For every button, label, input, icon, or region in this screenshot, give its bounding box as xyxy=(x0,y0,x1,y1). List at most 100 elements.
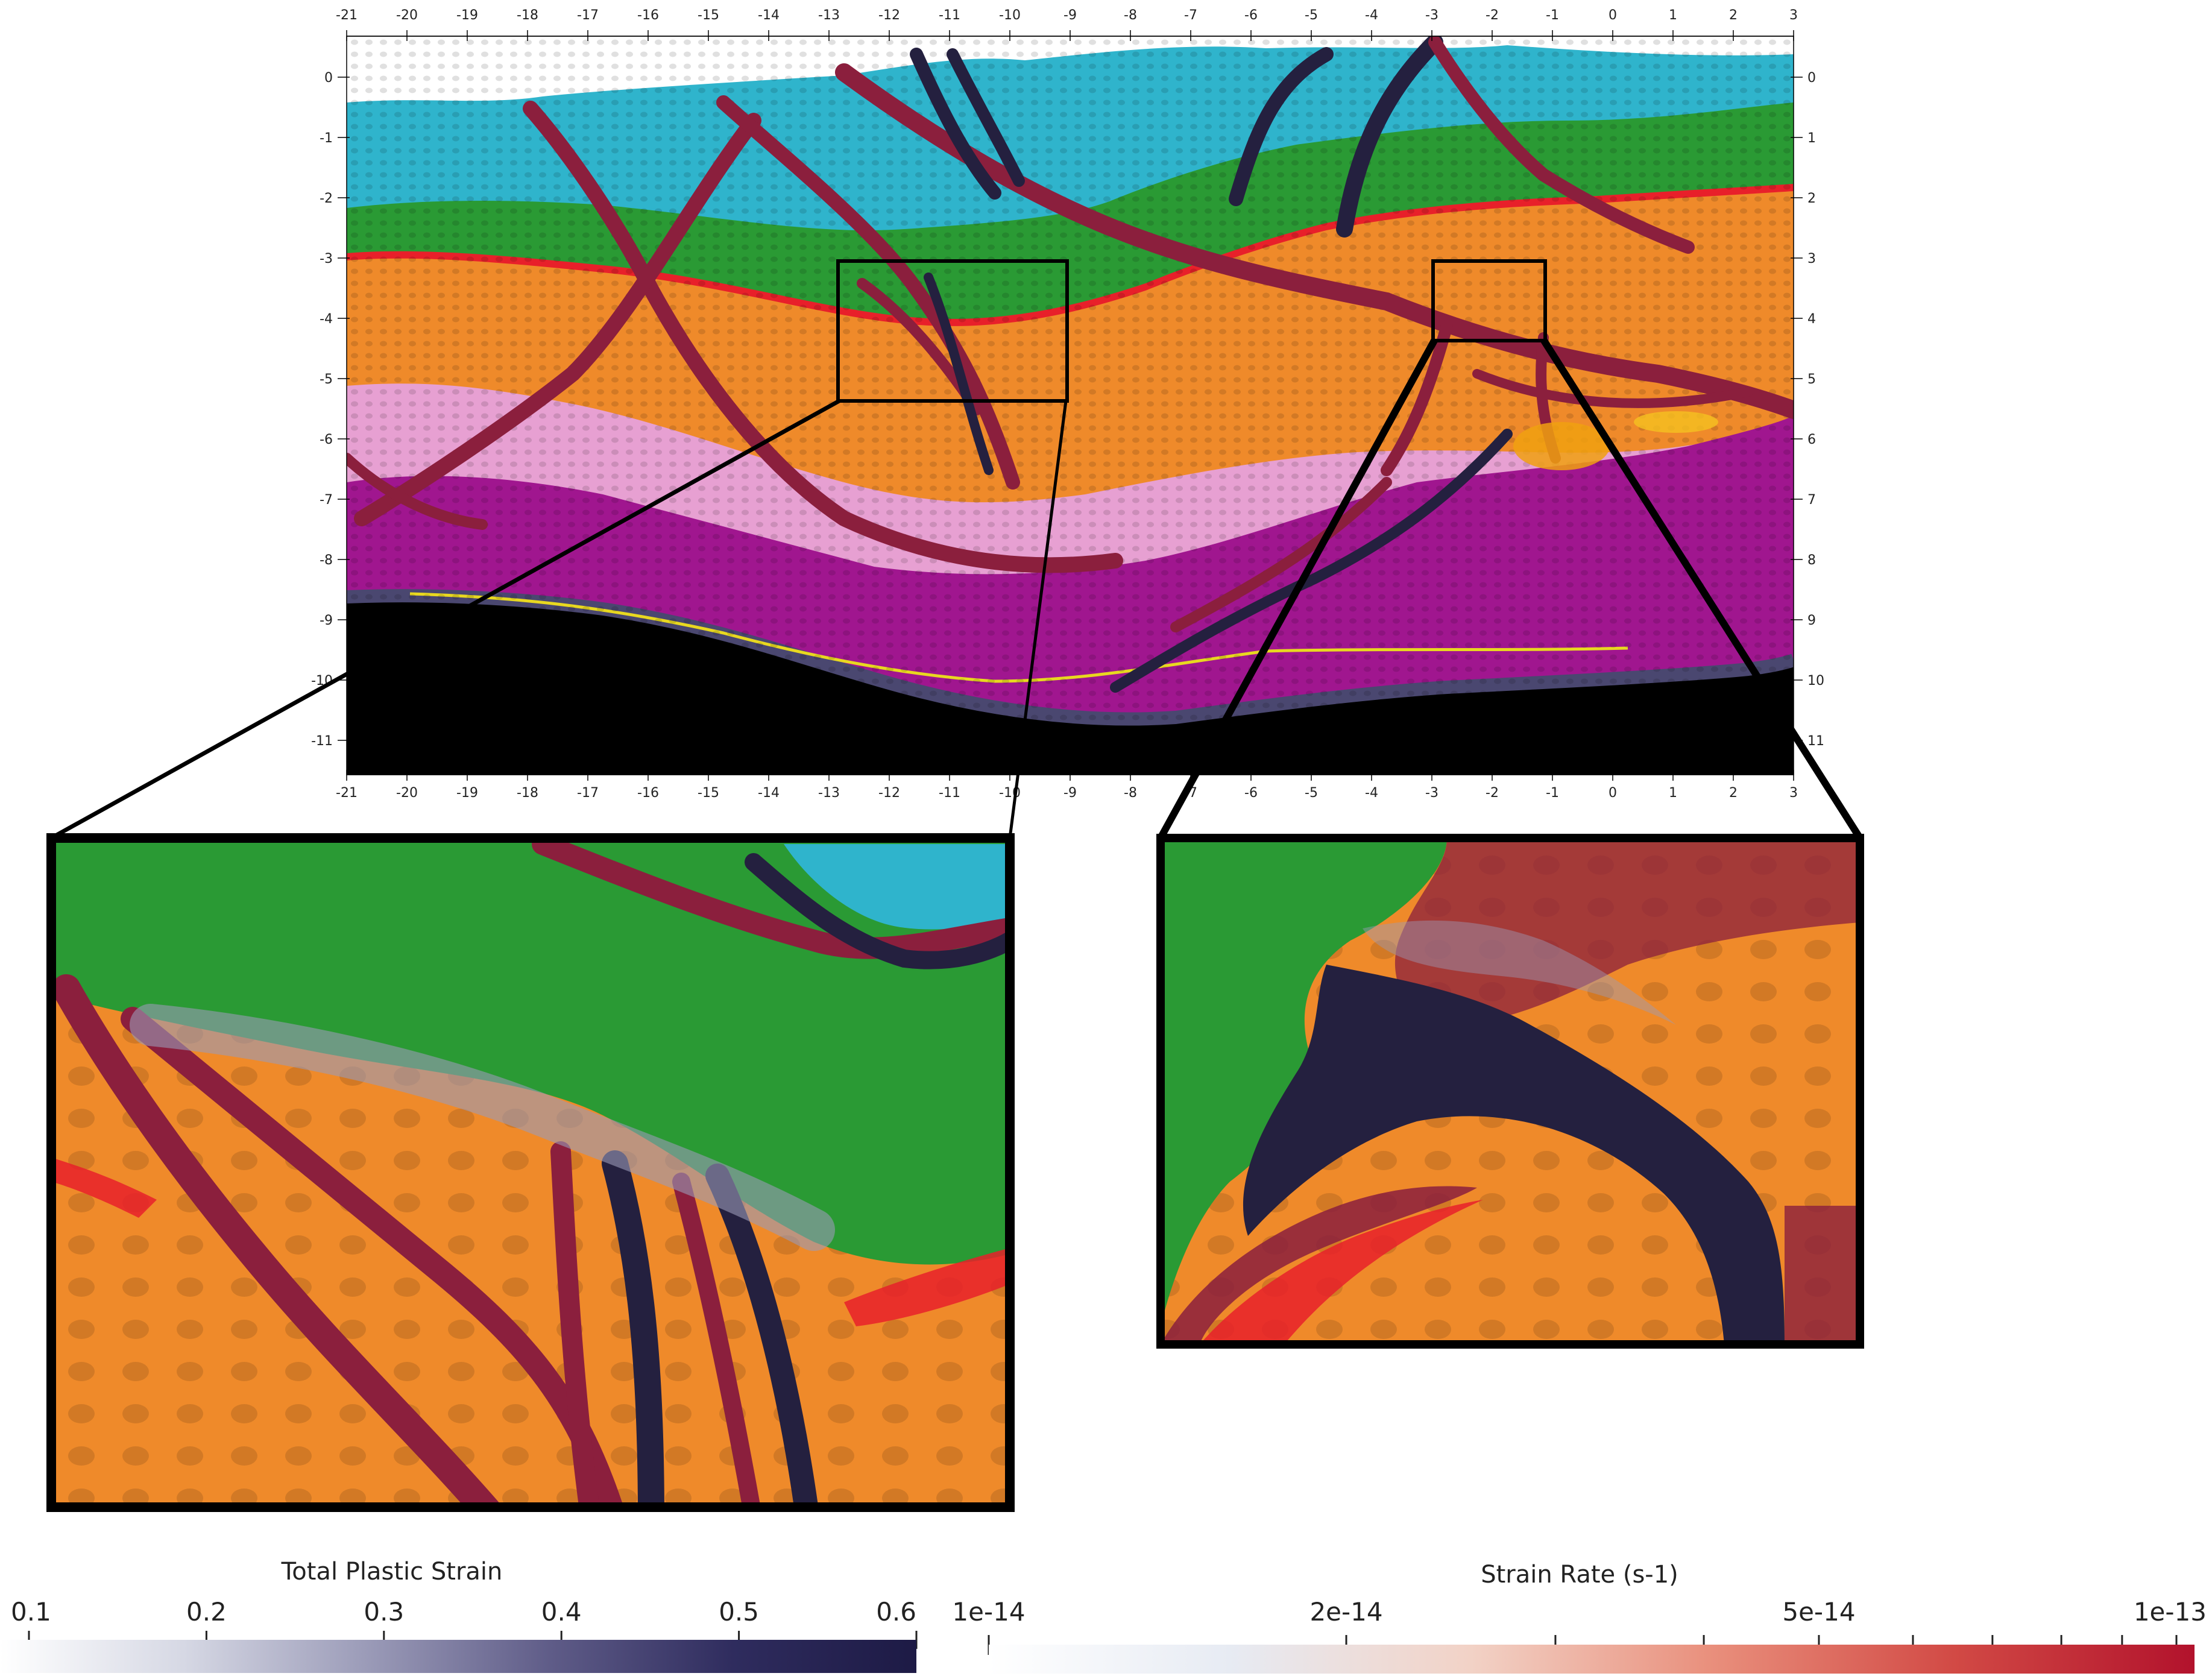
x-tick-label-top: -9 xyxy=(1063,8,1077,23)
x-tick-label-bottom: -3 xyxy=(1425,786,1438,801)
x-tick-label-bottom: -8 xyxy=(1124,786,1137,801)
y-tick-label-right: 3 xyxy=(1807,251,1816,266)
x-tick-label-bottom: 0 xyxy=(1609,786,1617,801)
y-tick-label-left: -4 xyxy=(320,312,333,327)
colorbar-plastic-strain-title: Total Plastic Strain xyxy=(281,1558,503,1586)
y-tick-label-left: -11 xyxy=(311,734,333,749)
colorbar-strain-rate-label: 1e-14 xyxy=(952,1597,1025,1627)
y-tick-label-right: 6 xyxy=(1807,432,1816,447)
x-tick-label-bottom: 3 xyxy=(1789,786,1798,801)
x-tick-label-top: -5 xyxy=(1305,8,1318,23)
x-tick-label-top: -20 xyxy=(396,8,418,23)
x-tick-label-top: -4 xyxy=(1365,8,1378,23)
y-tick-label-right: 11 xyxy=(1807,734,1824,749)
colorbar-strain-rate: Strain Rate (s-1) 1e-14 2e-14 5e-14 1e-13 xyxy=(952,1561,2207,1674)
y-tick-label-left: -6 xyxy=(320,432,333,447)
x-tick-label-top: 1 xyxy=(1669,8,1677,23)
x-tick-label-top: -8 xyxy=(1124,8,1137,23)
x-tick-label-top: -3 xyxy=(1425,8,1438,23)
zoom-connectors xyxy=(50,338,1864,840)
y-tick-label-left: -8 xyxy=(320,553,333,568)
x-tick-label-top: -16 xyxy=(637,8,659,23)
y-tick-label-left: -9 xyxy=(320,613,333,628)
x-tick-label-top: 3 xyxy=(1789,8,1798,23)
y-tick-label-right: 8 xyxy=(1807,553,1816,568)
y-tick-label-right: 4 xyxy=(1807,312,1816,327)
zoom-panel-right xyxy=(1156,834,1864,1349)
zoom-panel-left xyxy=(46,833,1015,1512)
inset-box-left xyxy=(836,259,1069,403)
x-tick-label-bottom: 1 xyxy=(1669,786,1677,801)
inset-box-right xyxy=(1431,259,1547,342)
x-tick-label-bottom: -17 xyxy=(577,786,599,801)
y-tick-label-left: -5 xyxy=(320,372,333,387)
y-tick-label-right: 10 xyxy=(1807,673,1824,688)
x-tick-label-bottom: -16 xyxy=(637,786,659,801)
x-tick-label-top: -18 xyxy=(517,8,538,23)
x-tick-label-bottom: -18 xyxy=(517,786,538,801)
x-axis-top: -21 -20 -19 -18 -17 -16 -15 -14 -13 -12 -11 -10 -9 -8… xyxy=(336,8,1798,41)
y-tick-label-left: -2 xyxy=(320,191,333,206)
x-tick-label-top: -15 xyxy=(698,8,719,23)
colorbar-plastic-strain: Total Plastic Strain 0.1 0.2 0.3 0.4 0.5 0.6 xyxy=(0,1558,918,1673)
x-tick-label-bottom: -4 xyxy=(1365,786,1378,801)
colorbar-plastic-strain-label: 0.2 xyxy=(186,1597,227,1627)
colorbar-plastic-strain-label: 0.4 xyxy=(541,1597,582,1627)
x-tick-label-bottom: -5 xyxy=(1305,786,1318,801)
x-tick-label-bottom: -15 xyxy=(698,786,719,801)
y-tick-label-left: -1 xyxy=(320,131,333,146)
x-tick-label-top: -12 xyxy=(878,8,900,23)
colorbar-plastic-strain-gradient xyxy=(0,1640,916,1673)
x-axis-bottom: -21 -20 -19 -18 -17 -16 -15 -14 -13 -12 -11 -10 -9 -8… xyxy=(336,770,1798,801)
y-tick-label-right: 0 xyxy=(1807,71,1816,86)
x-tick-label-top: 2 xyxy=(1729,8,1738,23)
y-tick-label-right: 9 xyxy=(1807,613,1816,628)
x-tick-label-top: 0 xyxy=(1609,8,1617,23)
x-tick-label-top: -6 xyxy=(1244,8,1258,23)
colorbar-strain-rate-label: 2e-14 xyxy=(1309,1597,1382,1627)
y-tick-label-left: -7 xyxy=(320,493,333,508)
x-tick-label-bottom: -2 xyxy=(1486,786,1499,801)
cross-section xyxy=(346,36,1794,775)
x-tick-label-bottom: -9 xyxy=(1063,786,1077,801)
x-tick-label-top: -7 xyxy=(1184,8,1197,23)
y-tick-label-right: 1 xyxy=(1807,131,1816,146)
x-tick-label-bottom: -11 xyxy=(939,786,960,801)
x-tick-label-top: -10 xyxy=(999,8,1021,23)
x-tick-label-top: -13 xyxy=(818,8,840,23)
colorbar-strain-rate-label: 1e-13 xyxy=(2134,1597,2207,1627)
colorbar-strain-rate-title: Strain Rate (s-1) xyxy=(1481,1561,1678,1589)
colorbar-plastic-strain-label: 0.1 xyxy=(11,1597,51,1627)
x-tick-label-bottom: -14 xyxy=(758,786,780,801)
x-tick-label-top: -14 xyxy=(758,8,780,23)
y-tick-label-right: 5 xyxy=(1807,372,1816,387)
fault-network xyxy=(347,36,1794,693)
x-tick-label-top: -2 xyxy=(1486,8,1499,23)
y-tick-label-left: 0 xyxy=(324,71,333,86)
x-tick-label-bottom: -6 xyxy=(1244,786,1258,801)
x-tick-label-top: -19 xyxy=(456,8,478,23)
x-tick-label-top: -21 xyxy=(336,8,358,23)
colorbar-strain-rate-label: 5e-14 xyxy=(1782,1597,1855,1627)
y-tick-label-right: 2 xyxy=(1807,191,1816,206)
hot-zone xyxy=(1513,422,1610,470)
y-axis-right: 0 1 2 3 4 5 6 7 8 9 10 11 xyxy=(1791,71,1824,749)
colorbar-plastic-strain-label: 0.3 xyxy=(364,1597,404,1627)
colorbar-plastic-strain-label: 0.6 xyxy=(876,1597,916,1627)
x-tick-label-top: -1 xyxy=(1546,8,1559,23)
x-tick-label-bottom: -1 xyxy=(1546,786,1559,801)
colorbar-strain-rate-gradient xyxy=(989,1645,2195,1674)
x-tick-label-bottom: -20 xyxy=(396,786,418,801)
x-tick-label-top: -17 xyxy=(577,8,599,23)
y-tick-label-right: 7 xyxy=(1807,493,1816,508)
x-tick-label-bottom: 2 xyxy=(1729,786,1738,801)
x-tick-label-bottom: -13 xyxy=(818,786,840,801)
x-tick-label-bottom: -21 xyxy=(336,786,358,801)
y-axis-left: 0-1-2-3-4-5-6-7-8-9-10-11 xyxy=(311,71,350,749)
y-tick-label-left: -3 xyxy=(320,251,333,266)
x-tick-label-top: -11 xyxy=(939,8,960,23)
x-tick-label-bottom: -12 xyxy=(878,786,900,801)
colorbar-plastic-strain-label: 0.5 xyxy=(719,1597,759,1627)
x-tick-label-bottom: -19 xyxy=(456,786,478,801)
